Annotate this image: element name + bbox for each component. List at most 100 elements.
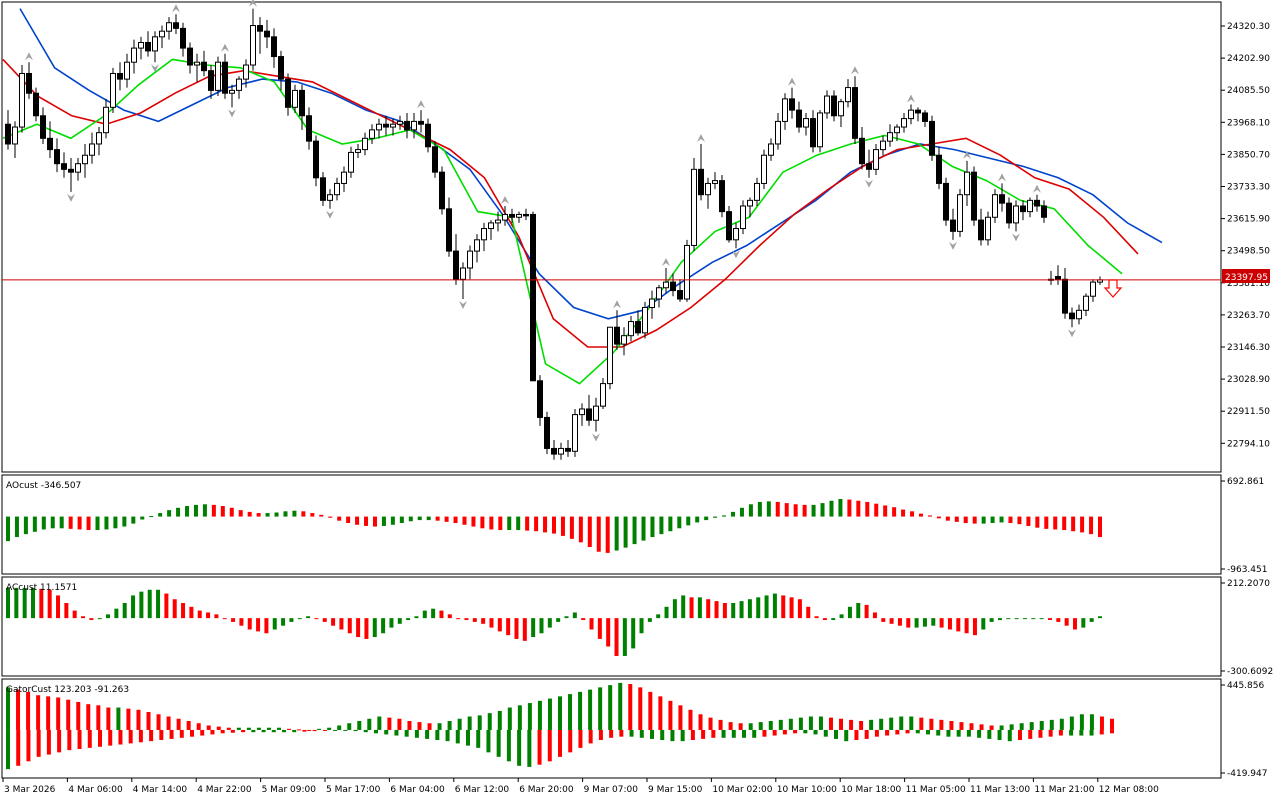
x-tick-label: 12 Mar 08:00: [1099, 785, 1159, 795]
gator-lower-up: [363, 729, 368, 733]
candle-bull: [880, 140, 886, 151]
ac-bar-up: [22, 587, 27, 619]
ao-bar-down: [525, 516, 530, 531]
y-tick-label: 23850.70: [1227, 150, 1270, 160]
gator-lower-up: [977, 729, 982, 738]
y-tick-label: 22911.50: [1227, 407, 1270, 417]
ac-bar-down: [614, 618, 619, 656]
ao-bar-down: [462, 516, 467, 525]
ac-bar-up: [839, 614, 844, 619]
ac-bar-down: [206, 612, 211, 619]
gator-upper-up: [547, 698, 552, 730]
gator-lower-up: [844, 729, 849, 742]
ac-bar-down: [181, 603, 186, 619]
ao-bar-up: [516, 516, 521, 531]
fractal-up-icon: [697, 133, 705, 142]
candle-bull: [908, 109, 914, 120]
fractal-up-icon: [249, 0, 257, 7]
ac-bar-up: [772, 593, 777, 619]
candle-bear: [1069, 312, 1075, 320]
ao-bar-up: [731, 511, 736, 517]
fractal-down-icon: [151, 64, 159, 73]
candle-bull: [96, 132, 102, 145]
ac-bar-up: [281, 618, 286, 626]
ac-bar-down: [456, 618, 461, 620]
candle-bull: [628, 321, 634, 337]
ao-bar-down: [498, 516, 503, 531]
gator-upper-up: [1069, 716, 1074, 730]
candle-bull: [159, 30, 165, 38]
candle-bull: [152, 36, 158, 52]
ao-bar-down: [936, 516, 941, 519]
candle-bull: [663, 281, 669, 289]
ao-bar-up: [185, 506, 190, 517]
candle-bear: [726, 211, 732, 241]
ao-bar-up: [399, 516, 404, 524]
ac-bar-down: [81, 616, 86, 619]
ao-bar-down: [328, 516, 333, 518]
ao-bar-up: [104, 516, 109, 530]
gator-lower-up: [629, 729, 634, 737]
gator-lower-up: [660, 729, 665, 741]
gator-upper-up: [748, 723, 753, 730]
ao-bar-down: [1071, 516, 1076, 532]
gator-lower-up: [466, 729, 470, 746]
candle-bull: [992, 194, 998, 218]
gator-lower-up: [271, 729, 276, 733]
ao-bar-up: [176, 507, 181, 517]
candle-bear: [68, 168, 74, 173]
gator-upper-up: [477, 715, 482, 730]
ac-bar-up: [931, 618, 936, 626]
candle-bear: [719, 180, 725, 213]
ac-bar-up: [6, 587, 10, 619]
ac-bar-down: [47, 589, 52, 619]
ao-bar-up: [650, 516, 655, 538]
fractal-up-icon: [613, 300, 621, 309]
gator-lower-up: [517, 729, 522, 766]
gator-upper-down: [136, 709, 141, 730]
candle-bear: [173, 22, 179, 29]
ac-bar-up: [147, 589, 152, 619]
candle-bear: [285, 78, 291, 108]
gator-upper-up: [347, 723, 352, 730]
gator-upper-down: [427, 723, 432, 730]
gator-lower-up: [680, 729, 685, 742]
candle-bull: [649, 298, 655, 308]
gator-upper-down: [397, 718, 402, 730]
candle-bull: [558, 447, 564, 455]
x-tick-label: 4 Mar 14:00: [133, 785, 188, 795]
gator-lower-down: [762, 729, 767, 737]
ac-bar-up: [697, 597, 702, 619]
gator-lower-up: [721, 729, 726, 738]
x-tick-label: 10 Mar 02:00: [712, 785, 772, 795]
ac-bar-down: [897, 618, 902, 626]
gator-panel-frame: [1, 678, 1222, 779]
candle-bull: [607, 326, 613, 385]
ao-bar-up: [999, 516, 1004, 523]
gator-upper-up: [869, 719, 874, 730]
candle-bull: [12, 126, 18, 145]
gator-lower-down: [98, 729, 102, 747]
candle-bull: [600, 383, 606, 407]
gator-lower-down: [588, 729, 593, 744]
gator-upper-up: [467, 716, 472, 730]
gator-upper-up: [256, 727, 261, 730]
gator-upper-down: [708, 717, 713, 730]
gator-lower-up: [343, 729, 348, 731]
gator-lower-up: [956, 729, 961, 737]
gator-upper-up: [588, 689, 593, 730]
ac-bar-up: [97, 618, 102, 620]
candle-bull: [782, 98, 788, 122]
candle-bear: [201, 61, 207, 72]
ao-bar-down: [211, 504, 216, 517]
gator-lower-up: [333, 729, 338, 731]
y-tick-label: 23733.30: [1227, 183, 1270, 193]
gator-upper-up: [818, 716, 823, 730]
candle-bull: [516, 213, 522, 218]
y-tick-label: 22794.10: [1227, 439, 1270, 449]
ao-bar-up: [838, 499, 843, 517]
candle-bull: [376, 123, 382, 131]
ac-bar-up: [397, 618, 402, 624]
ao-bar-up: [149, 515, 154, 517]
